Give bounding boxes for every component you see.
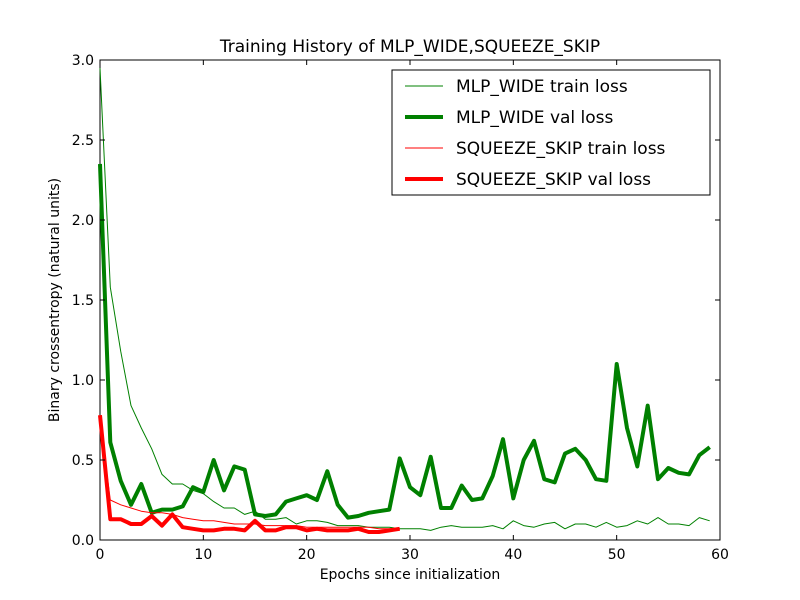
- y-tick-label: 1.5: [72, 293, 94, 309]
- x-tick-label: 40: [504, 547, 522, 563]
- legend-label: SQUEEZE_SKIP val loss: [456, 170, 651, 190]
- x-tick-label: 50: [608, 547, 626, 563]
- y-tick-label: 3.0: [72, 53, 94, 69]
- chart-title: Training History of MLP_WIDE,SQUEEZE_SKI…: [219, 37, 600, 57]
- legend-label: MLP_WIDE train loss: [456, 77, 628, 97]
- y-tick-label: 1.0: [72, 373, 94, 389]
- legend-items: MLP_WIDE train loss MLP_WIDE val loss SQUE…: [405, 77, 666, 190]
- ticks-layer: 0 10 20 30 40 50 60 0.0 0.5 1.0 1.5 2.0 2.5 3.0: [72, 53, 729, 563]
- legend-box: [391, 69, 711, 196]
- y-tick-label: 2.0: [72, 213, 94, 229]
- y-tick-label: 0.5: [72, 453, 94, 469]
- y-axis-label: Binary crossentropy (natural units): [47, 178, 63, 422]
- series-layer: [98, 67, 711, 534]
- x-tick-label: 30: [401, 547, 419, 563]
- series-line-mlp-wide-val-loss: [98, 163, 711, 520]
- x-axis-label: Epochs since initialization: [320, 567, 501, 583]
- y-tick-label: 2.5: [72, 133, 94, 149]
- x-tick-label: 20: [298, 547, 316, 563]
- legend-label: SQUEEZE_SKIP train loss: [456, 139, 666, 159]
- x-tick-label: 0: [96, 547, 105, 563]
- legend: MLP_WIDE train loss MLP_WIDE val loss SQUE…: [391, 69, 711, 196]
- legend-label: MLP_WIDE val loss: [456, 108, 614, 128]
- y-tick-label: 0.0: [72, 533, 94, 549]
- x-tick-label: 10: [194, 547, 212, 563]
- x-tick-label: 60: [711, 547, 729, 563]
- series-line-squeeze-skip-val-loss: [98, 415, 401, 534]
